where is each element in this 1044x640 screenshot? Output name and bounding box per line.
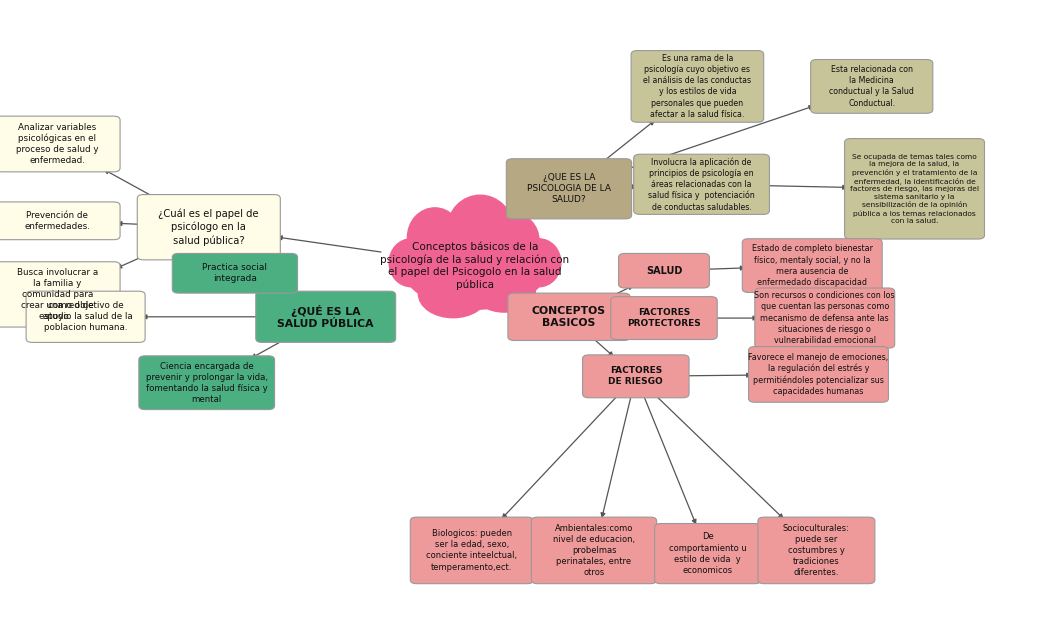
Text: Es una rama de la
psicología cuyo objetivo es
el análisis de las conductas
y los: Es una rama de la psicología cuyo objeti… bbox=[643, 54, 752, 118]
FancyBboxPatch shape bbox=[655, 524, 761, 584]
Text: Prevención de
enfermedades.: Prevención de enfermedades. bbox=[24, 211, 91, 231]
Text: ¿Cuál es el papel de
psicólogo en la
salud pública?: ¿Cuál es el papel de psicólogo en la sal… bbox=[159, 209, 259, 246]
FancyBboxPatch shape bbox=[410, 517, 533, 584]
Ellipse shape bbox=[447, 195, 513, 263]
Ellipse shape bbox=[419, 270, 488, 317]
Text: Ambientales:como
nivel de educacion,
probelmas
perinatales, entre
otros: Ambientales:como nivel de educacion, pro… bbox=[553, 524, 635, 577]
FancyBboxPatch shape bbox=[139, 356, 275, 410]
Text: Socioculturales:
puede ser
costumbres y
tradiciones
diferentes.: Socioculturales: puede ser costumbres y … bbox=[783, 524, 850, 577]
Ellipse shape bbox=[473, 270, 536, 312]
FancyBboxPatch shape bbox=[506, 159, 632, 219]
FancyBboxPatch shape bbox=[0, 202, 120, 239]
FancyBboxPatch shape bbox=[611, 296, 717, 339]
Text: Practica social
integrada: Practica social integrada bbox=[203, 263, 267, 284]
FancyBboxPatch shape bbox=[758, 517, 875, 584]
FancyBboxPatch shape bbox=[634, 154, 769, 214]
FancyBboxPatch shape bbox=[26, 291, 145, 342]
FancyBboxPatch shape bbox=[508, 293, 631, 340]
FancyBboxPatch shape bbox=[256, 291, 396, 342]
FancyBboxPatch shape bbox=[583, 355, 689, 397]
Text: FACTORES
DE RIESGO: FACTORES DE RIESGO bbox=[609, 366, 663, 387]
FancyBboxPatch shape bbox=[0, 116, 120, 172]
Text: Son recursos o condiciones con los
que cuentan las personas como
mecanismo de de: Son recursos o condiciones con los que c… bbox=[755, 291, 895, 345]
Text: Involucra la aplicación de
principios de psicología en
áreas relacionadas con la: Involucra la aplicación de principios de… bbox=[648, 157, 755, 212]
FancyBboxPatch shape bbox=[742, 239, 882, 292]
Ellipse shape bbox=[517, 239, 561, 287]
Text: Analizar variables
psicológicas en el
proceso de salud y
enfermedad.: Analizar variables psicológicas en el pr… bbox=[16, 122, 99, 166]
FancyBboxPatch shape bbox=[172, 253, 298, 293]
Text: Conceptos básicos de la
psicología de la salud y relación con
el papel del Psico: Conceptos básicos de la psicología de la… bbox=[380, 241, 570, 290]
Text: Busca involucrar a
la familia y
comunidad para
crear una red de
apoyo.: Busca involucrar a la familia y comunida… bbox=[17, 268, 98, 321]
Text: SALUD: SALUD bbox=[646, 266, 682, 276]
FancyBboxPatch shape bbox=[618, 253, 710, 288]
Text: ¿QUÉ ES LA
SALUD PÚBLICA: ¿QUÉ ES LA SALUD PÚBLICA bbox=[278, 305, 374, 329]
Text: Esta relacionada con
la Medicina
conductual y la Salud
Conductual.: Esta relacionada con la Medicina conduct… bbox=[829, 65, 915, 108]
Text: Estado de completo bienestar
físico, mentaly social, y no la
mera ausencia de
en: Estado de completo bienestar físico, men… bbox=[752, 244, 873, 287]
Text: Biologicos: pueden
ser la edad, sexo,
conciente inteelctual,
temperamento,ect.: Biologicos: pueden ser la edad, sexo, co… bbox=[426, 529, 518, 572]
Text: como objetivo de
estudio la salud de la
poblacion humana.: como objetivo de estudio la salud de la … bbox=[39, 301, 133, 332]
Ellipse shape bbox=[407, 208, 462, 267]
FancyBboxPatch shape bbox=[755, 288, 895, 348]
FancyBboxPatch shape bbox=[749, 347, 888, 402]
FancyBboxPatch shape bbox=[845, 138, 984, 239]
Text: Ciencia encargada de
prevenir y prolongar la vida,
fomentando la salud física y
: Ciencia encargada de prevenir y prolonga… bbox=[146, 362, 267, 404]
Text: CONCEPTOS
BASICOS: CONCEPTOS BASICOS bbox=[532, 306, 606, 328]
FancyBboxPatch shape bbox=[810, 60, 933, 113]
Text: Favorece el manejo de emociones,
la regulación del estrés y
permitiéndoles poten: Favorece el manejo de emociones, la regu… bbox=[749, 353, 888, 396]
Text: FACTORES
PROTECTORES: FACTORES PROTECTORES bbox=[627, 308, 701, 328]
FancyBboxPatch shape bbox=[0, 262, 120, 327]
FancyBboxPatch shape bbox=[138, 195, 280, 260]
Text: ¿QUE ES LA
PSICOLOGIA DE LA
SALUD?: ¿QUE ES LA PSICOLOGIA DE LA SALUD? bbox=[527, 173, 611, 204]
Text: Se ocupada de temas tales como
la mejora de la salud, la
prevención y el tratami: Se ocupada de temas tales como la mejora… bbox=[850, 154, 979, 224]
FancyBboxPatch shape bbox=[531, 517, 657, 584]
Ellipse shape bbox=[402, 222, 548, 309]
FancyBboxPatch shape bbox=[631, 51, 764, 122]
Ellipse shape bbox=[488, 214, 539, 267]
Text: De
comportamiento u
estilo de vida  y
economicos: De comportamiento u estilo de vida y eco… bbox=[669, 532, 746, 575]
Ellipse shape bbox=[389, 239, 433, 287]
